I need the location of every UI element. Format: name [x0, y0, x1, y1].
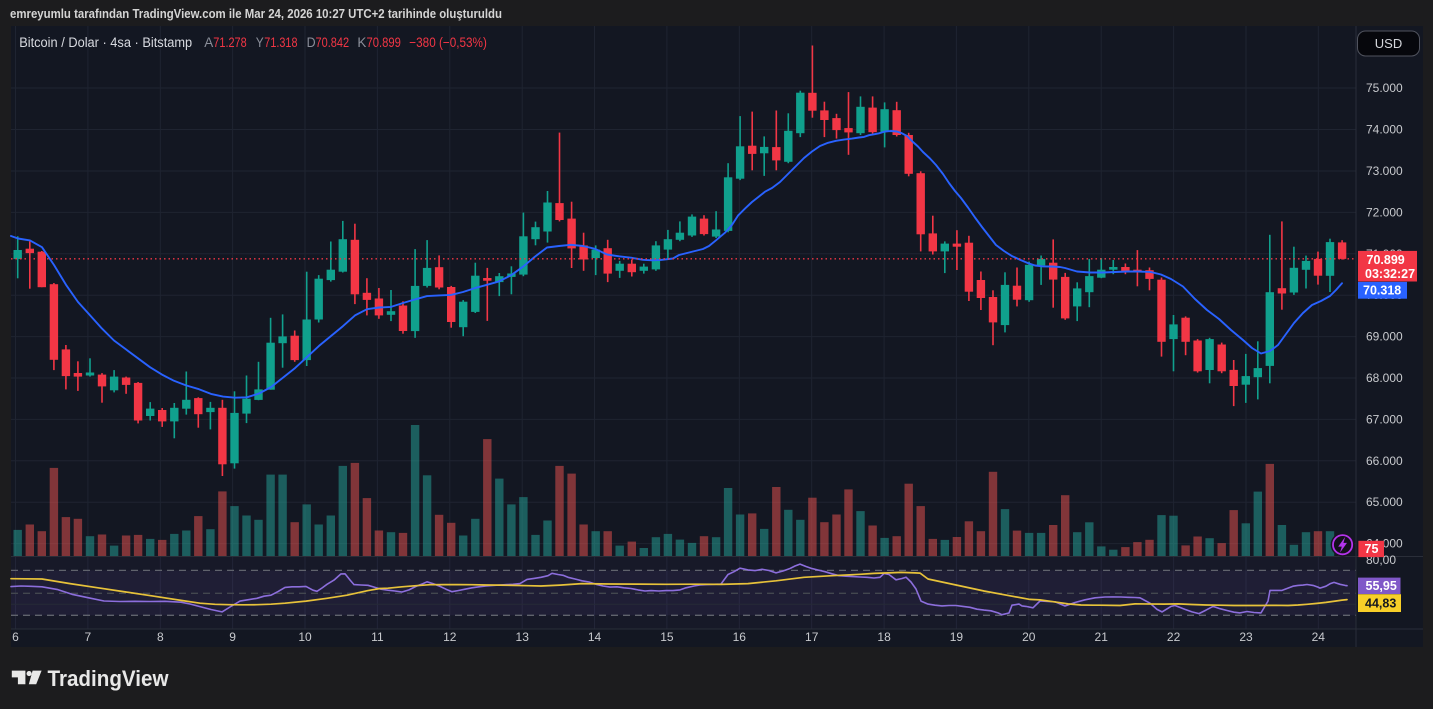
svg-text:20: 20	[1022, 630, 1036, 644]
svg-text:−380 (−0,53%): −380 (−0,53%)	[409, 35, 487, 50]
svg-text:66.000: 66.000	[1366, 454, 1403, 468]
svg-text:TradingView: TradingView	[48, 666, 170, 691]
svg-text:44,83: 44,83	[1365, 597, 1396, 611]
svg-text:23: 23	[1239, 630, 1253, 644]
svg-text:68.000: 68.000	[1366, 371, 1403, 385]
svg-text:17: 17	[805, 630, 819, 644]
svg-text:70.842: 70.842	[316, 35, 350, 50]
svg-text:emreyumlu tarafından TradingVi: emreyumlu tarafından TradingView.com ile…	[10, 6, 502, 21]
svg-text:71.318: 71.318	[264, 35, 297, 50]
svg-text:03:32:27: 03:32:27	[1365, 267, 1415, 281]
svg-text:67.000: 67.000	[1366, 412, 1403, 426]
svg-text:14: 14	[588, 630, 602, 644]
svg-text:16: 16	[733, 630, 747, 644]
svg-text:Y: Y	[256, 35, 264, 50]
svg-text:11: 11	[371, 630, 384, 644]
svg-text:70.899: 70.899	[367, 35, 401, 50]
svg-text:6: 6	[12, 630, 19, 644]
svg-text:70.899: 70.899	[1367, 253, 1405, 267]
svg-text:75: 75	[1365, 542, 1379, 556]
svg-text:65.000: 65.000	[1366, 495, 1403, 509]
svg-text:19: 19	[950, 630, 964, 644]
svg-text:8: 8	[157, 630, 164, 644]
svg-text:72.000: 72.000	[1366, 205, 1403, 219]
svg-text:13: 13	[516, 630, 530, 644]
svg-text:21: 21	[1095, 630, 1109, 644]
svg-text:9: 9	[229, 630, 236, 644]
svg-text:69.000: 69.000	[1366, 330, 1403, 344]
svg-text:K: K	[357, 35, 366, 50]
svg-text:22: 22	[1167, 630, 1181, 644]
svg-text:18: 18	[877, 630, 891, 644]
svg-text:D: D	[307, 35, 316, 50]
svg-text:USD: USD	[1375, 36, 1402, 51]
svg-text:10: 10	[298, 630, 312, 644]
svg-text:71.278: 71.278	[213, 35, 246, 50]
svg-text:A: A	[204, 35, 213, 50]
svg-text:15: 15	[660, 630, 674, 644]
svg-text:73.000: 73.000	[1366, 164, 1403, 178]
svg-text:70.318: 70.318	[1363, 284, 1401, 298]
svg-text:7: 7	[85, 630, 92, 644]
svg-text:75.000: 75.000	[1366, 81, 1403, 95]
svg-text:74.000: 74.000	[1366, 123, 1403, 137]
svg-text:24: 24	[1312, 630, 1326, 644]
svg-text:55,95: 55,95	[1366, 579, 1397, 593]
svg-text:12: 12	[443, 630, 457, 644]
svg-text:Bitcoin / Dolar · 4sa · Bitsta: Bitcoin / Dolar · 4sa · Bitstamp	[19, 35, 192, 50]
